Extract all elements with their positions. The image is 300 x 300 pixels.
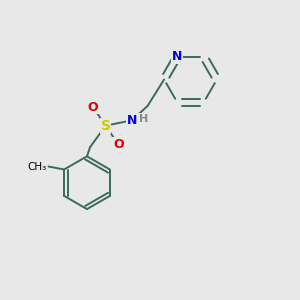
Text: O: O [113, 138, 124, 151]
Text: O: O [88, 100, 98, 114]
Text: N: N [172, 50, 182, 63]
Text: S: S [100, 119, 111, 133]
Text: N: N [127, 114, 137, 127]
Text: H: H [139, 114, 148, 124]
Text: CH₃: CH₃ [28, 161, 47, 172]
